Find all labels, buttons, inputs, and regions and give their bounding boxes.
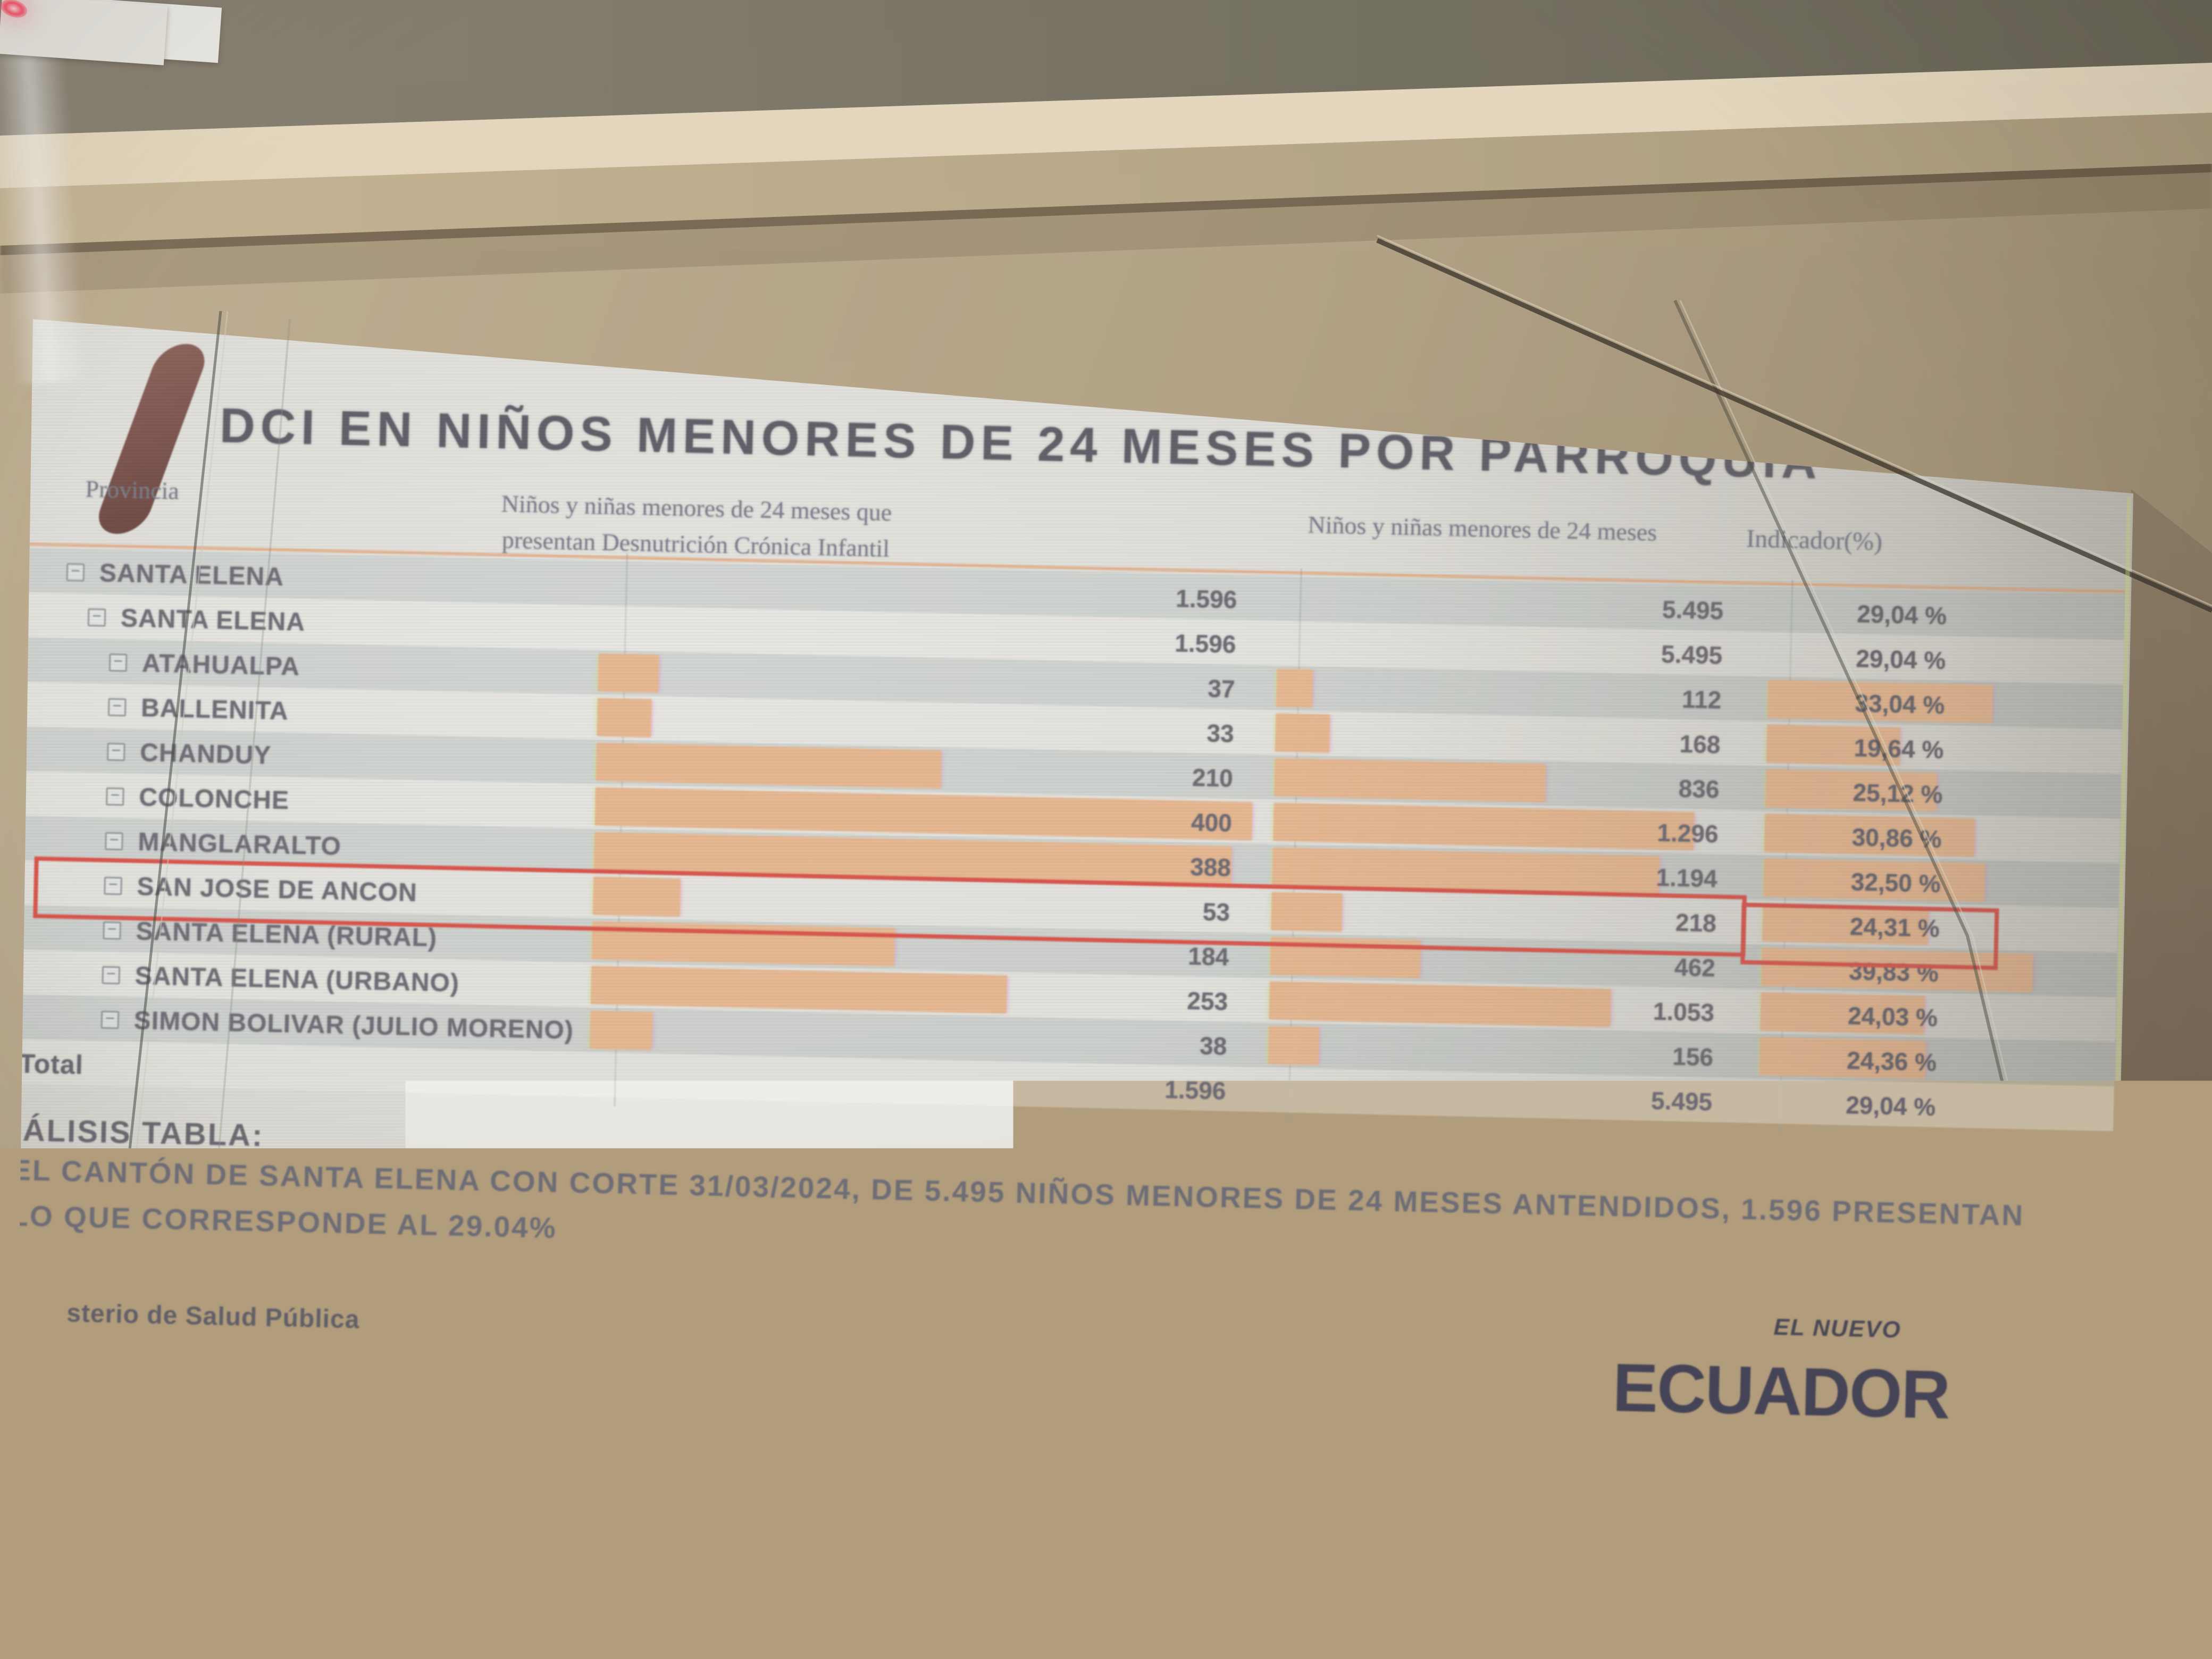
row-label: ATAHUALPA	[141, 649, 300, 682]
row-label: CHANDUY	[140, 738, 272, 770]
cell-indicator: 33,04 %	[1647, 684, 1945, 719]
cell-dci: 1.596	[853, 1068, 1226, 1105]
logo-el-nuevo: EL NUEVO	[1773, 1314, 1901, 1343]
bar-dci	[590, 1010, 653, 1050]
row-label: Total	[19, 1048, 83, 1080]
cell-dci: 1.596	[865, 577, 1237, 614]
cell-indicator: 32,50 %	[1643, 862, 1941, 898]
cell-indicator: 24,03 %	[1639, 996, 1938, 1032]
cell-indicator: 29,04 %	[1648, 639, 1946, 675]
row-label: SIMON BOLIVAR (JULIO MORENO)	[133, 1006, 574, 1045]
highlight-rect-indicator	[1740, 902, 1999, 970]
collapse-minus-icon: −	[108, 698, 127, 717]
cell-indicator: 24,36 %	[1638, 1041, 1937, 1077]
cell-indicator: 29,04 %	[1649, 594, 1947, 630]
row-label: BALLENITA	[141, 693, 289, 726]
collapse-minus-icon: −	[106, 787, 124, 806]
cell-dci: 1.596	[864, 622, 1236, 659]
cell-dci: 38	[854, 1024, 1227, 1061]
cell-indicator: 19,64 %	[1646, 728, 1944, 764]
collapse-minus-icon: −	[107, 743, 125, 761]
bar-total	[1275, 714, 1330, 753]
bar-total	[1276, 669, 1313, 708]
collapse-minus-icon: −	[102, 966, 120, 985]
collapse-minus-icon: −	[66, 563, 85, 582]
bar-total	[1268, 1026, 1320, 1065]
analysis-heading: ANÁLISIS TABLA:	[0, 1111, 264, 1153]
bar-dci	[598, 653, 659, 693]
logo-ecuador: ECUADOR	[1612, 1348, 1950, 1434]
cell-indicator: 25,12 %	[1645, 773, 1943, 809]
row-label: COLONCHE	[139, 783, 290, 815]
slide: DCI EN NIÑOS MENORES DE 24 MESES POR PAR…	[0, 266, 2153, 1659]
row-label: SANTA ELENA	[120, 604, 305, 637]
collapse-minus-icon: −	[109, 653, 128, 672]
row-label: SANTA ELENA (URBANO)	[135, 961, 459, 998]
cell-indicator: 29,04 %	[1638, 1086, 1936, 1121]
bar-dci	[597, 698, 652, 738]
collapse-minus-icon: −	[100, 1011, 119, 1029]
cell-dci: 37	[862, 666, 1235, 703]
photo-frame: DCI EN NIÑOS MENORES DE 24 MESES POR PAR…	[0, 0, 2212, 1659]
row-label: MANGLARALTO	[138, 827, 342, 861]
row-label: SANTA ELENA	[99, 558, 284, 592]
logo-stripes-icon	[1914, 1312, 2056, 1474]
cell-dci: 33	[861, 711, 1234, 748]
collapse-minus-icon: −	[105, 832, 123, 851]
collapse-minus-icon: −	[88, 608, 106, 627]
collapse-minus-icon: −	[103, 921, 121, 940]
